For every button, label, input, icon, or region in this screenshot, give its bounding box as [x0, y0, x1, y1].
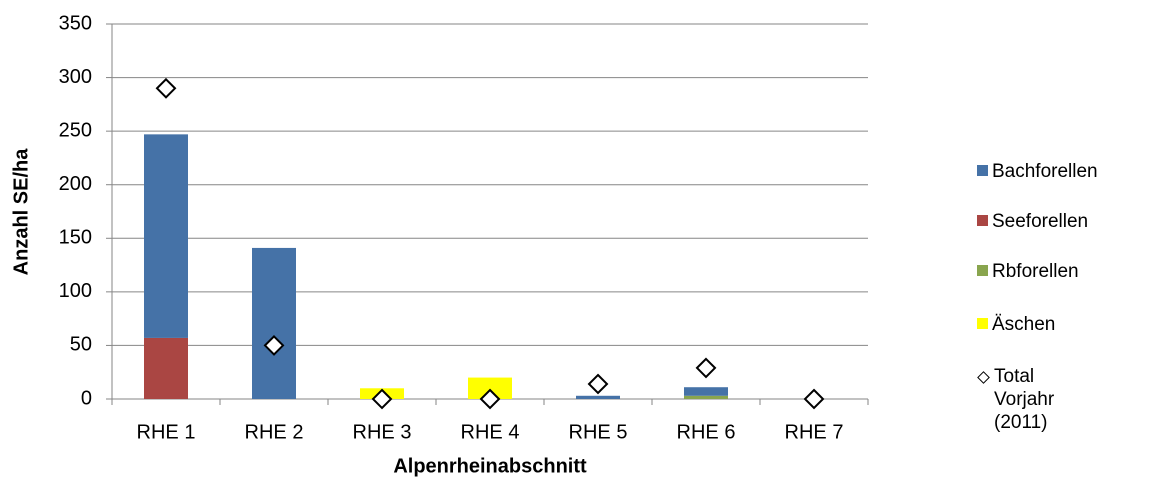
legend-swatch [977, 318, 988, 329]
x-tick-label: RHE 7 [785, 421, 844, 443]
legend-item: Rbforellen [977, 260, 1147, 283]
x-tick-label: RHE 1 [137, 421, 196, 443]
legend-label: Total Vorjahr (2011) [994, 366, 1055, 433]
bar-segment [468, 377, 512, 399]
y-tick-label: 0 [81, 387, 92, 409]
legend-swatch [977, 165, 988, 176]
y-axis-title: Anzahl SE/ha [10, 148, 32, 276]
y-tick-label: 300 [59, 66, 92, 88]
x-tick-label: RHE 2 [245, 421, 304, 443]
legend-item: Total Vorjahr (2011) [977, 365, 1147, 434]
bar-segment [684, 395, 728, 399]
legend-label: Rbforellen [992, 261, 1079, 282]
y-tick-label: 100 [59, 280, 92, 302]
legend-swatch [977, 265, 988, 276]
bar-segment [684, 387, 728, 396]
diamond-marker [371, 388, 393, 410]
x-tick-label: RHE 6 [677, 421, 736, 443]
legend-swatch [977, 215, 988, 226]
y-tick-label: 200 [59, 173, 92, 195]
legend-label: Bachforellen [992, 161, 1098, 182]
bar-segment [144, 337, 188, 399]
legend-swatch [977, 371, 990, 384]
legend-label: Äschen [992, 314, 1056, 335]
diamond-marker [479, 388, 501, 410]
bar-segment [576, 395, 620, 399]
legend-item: Bachforellen [977, 160, 1147, 183]
diamond-marker [263, 335, 285, 356]
x-tick-label: RHE 5 [569, 421, 628, 443]
diamond-marker [803, 388, 825, 410]
bar-segment [252, 247, 296, 399]
legend-item: Äschen [977, 313, 1147, 336]
y-tick-label: 250 [59, 119, 92, 141]
x-tick-label: RHE 4 [461, 421, 520, 443]
y-tick-label: 50 [70, 334, 92, 356]
legend-item: Seeforellen [977, 210, 1147, 233]
x-axis-title: Alpenrheinabschnitt [393, 455, 587, 477]
x-tick-label: RHE 3 [353, 421, 412, 443]
legend-label: Seeforellen [992, 211, 1089, 232]
diamond-marker [587, 373, 609, 395]
bar-segment [144, 134, 188, 338]
diamond-marker [695, 357, 717, 379]
y-tick-label: 150 [59, 227, 92, 249]
y-tick-label: 350 [59, 12, 92, 34]
diamond-marker [155, 77, 177, 99]
